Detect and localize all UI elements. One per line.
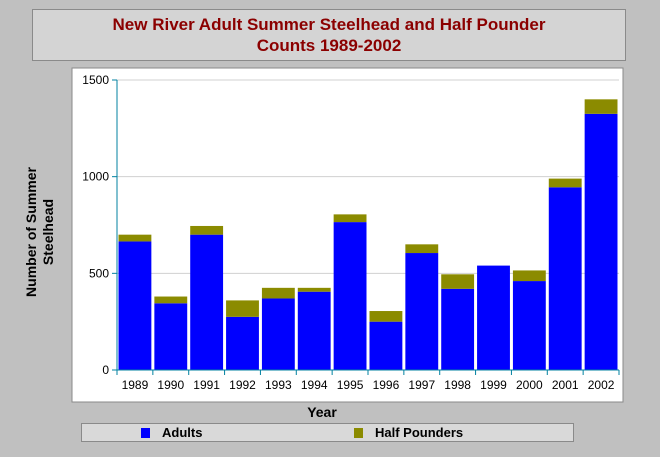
x-tick-label: 1995: [337, 378, 364, 392]
bar-adults: [297, 291, 331, 370]
bar-half-pounders: [261, 287, 295, 299]
bar-adults: [154, 303, 188, 370]
y-tick-label: 1000: [82, 170, 109, 184]
bar-adults: [477, 265, 510, 370]
bar-half-pounders: [512, 270, 546, 282]
y-tick-label: 1500: [82, 73, 109, 87]
x-tick-label: 1989: [122, 378, 149, 392]
bar-adults: [548, 187, 582, 370]
x-tick-label: 1997: [408, 378, 435, 392]
bar-adults: [405, 253, 439, 370]
x-tick-label: 1996: [373, 378, 400, 392]
bar-half-pounders: [405, 244, 439, 254]
bar-half-pounders: [118, 234, 152, 242]
x-tick-label: 2000: [516, 378, 543, 392]
bar-adults: [441, 288, 475, 370]
bar-half-pounders: [226, 300, 259, 317]
legend: Adults Half Pounders: [81, 423, 574, 442]
bar-half-pounders: [441, 274, 475, 289]
bar-adults: [512, 281, 546, 370]
legend-label-half-pounders: Half Pounders: [375, 425, 464, 440]
chart-title-line-2: Counts 1989-2002: [256, 36, 402, 55]
bar-adults: [118, 241, 152, 370]
bar-adults: [190, 234, 224, 370]
legend-label-adults: Adults: [162, 425, 203, 440]
axis-layer: 0 500 1000 1500 1989 1990 1991 1992 1993 1994 1995…: [82, 73, 620, 392]
x-tick-label: 1990: [157, 378, 184, 392]
x-tick-label: 2001: [552, 378, 579, 392]
bar-layer: [118, 99, 618, 370]
bar-adults: [369, 321, 403, 370]
x-axis-label: Year: [307, 404, 337, 420]
x-tick-label: 1999: [480, 378, 507, 392]
bar-half-pounders: [154, 296, 188, 304]
x-tick-label: 1998: [444, 378, 471, 392]
x-tick-label: 1992: [229, 378, 256, 392]
y-tick-label: 0: [102, 363, 109, 377]
y-tick-label: 500: [89, 266, 109, 280]
bar-half-pounders: [369, 311, 403, 322]
bar-adults: [261, 298, 295, 370]
bar-adults: [584, 113, 618, 370]
legend-swatch-half-pounders: [354, 427, 363, 438]
x-tick-label: 1991: [193, 378, 220, 392]
bar-adults: [226, 316, 259, 370]
legend-swatch-adults: [141, 427, 150, 438]
bar-adults: [333, 222, 367, 370]
legend-item-half-pounders: Half Pounders: [354, 424, 463, 441]
bar-half-pounders: [297, 287, 331, 292]
x-tick-label: 2002: [588, 378, 615, 392]
chart-title-box: New River Adult Summer Steelhead and Hal…: [32, 9, 626, 61]
bar-half-pounders: [190, 225, 224, 235]
chart-title-line-1: New River Adult Summer Steelhead and Hal…: [112, 15, 546, 34]
x-tick-label: 1993: [265, 378, 292, 392]
bar-half-pounders: [548, 178, 582, 188]
bar-half-pounders: [333, 214, 367, 223]
legend-item-adults: Adults: [141, 424, 202, 441]
x-tick-label: 1994: [301, 378, 328, 392]
bar-half-pounders: [584, 99, 618, 114]
